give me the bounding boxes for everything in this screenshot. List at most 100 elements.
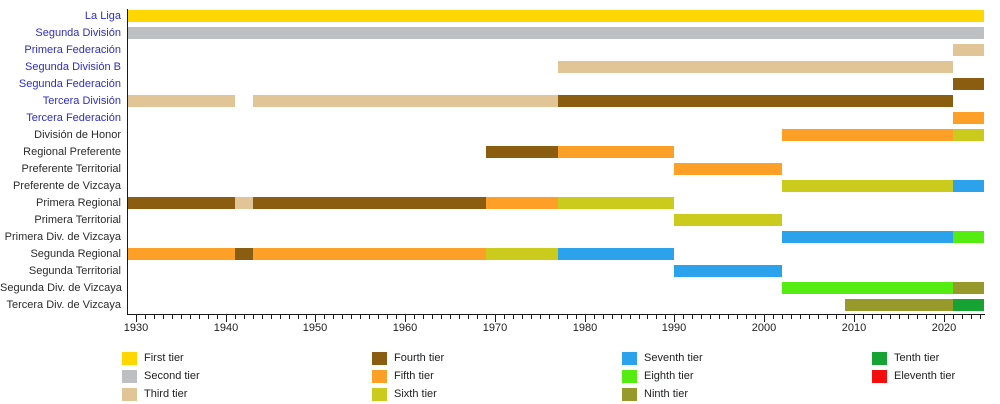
- axis-minor-tick: [360, 315, 361, 319]
- legend-swatch-fifth-tier: [372, 370, 387, 383]
- bar-segment: [127, 10, 984, 22]
- axis-minor-tick: [396, 315, 397, 319]
- axis-minor-tick: [728, 315, 729, 319]
- axis-minor-tick: [719, 315, 720, 319]
- axis-minor-tick: [145, 315, 146, 319]
- axis-minor-tick: [306, 315, 307, 319]
- bar-segment: [127, 197, 235, 209]
- legend-swatch-fourth-tier: [372, 352, 387, 365]
- row-label: Primera Territorial: [34, 214, 121, 226]
- axis-minor-tick: [926, 315, 927, 319]
- axis-minor-tick: [181, 315, 182, 319]
- row-label[interactable]: La Liga: [84, 10, 121, 22]
- axis-minor-tick: [504, 315, 505, 319]
- bar-segment: [782, 231, 953, 243]
- axis-minor-tick: [217, 315, 218, 319]
- bar-segment: [127, 95, 235, 107]
- axis-minor-tick: [665, 315, 666, 319]
- axis-minor-tick: [199, 315, 200, 319]
- axis-tick-label: 1990: [661, 322, 687, 334]
- legend-label: Fifth tier: [394, 370, 434, 382]
- axis-minor-tick: [369, 315, 370, 319]
- axis-minor-tick: [755, 315, 756, 319]
- bar-segment: [485, 146, 558, 158]
- axis-minor-tick: [522, 315, 523, 319]
- bar-segment: [782, 180, 953, 192]
- axis-minor-tick: [953, 315, 954, 319]
- row-label[interactable]: Segunda Federación: [18, 78, 121, 90]
- legend-swatch-third-tier: [122, 388, 137, 401]
- row-label[interactable]: Segunda División B: [24, 61, 121, 73]
- row-label: Tercera Div. de Vizcaya: [6, 299, 121, 311]
- row-label[interactable]: Segunda División: [35, 27, 121, 39]
- axis-minor-tick: [836, 315, 837, 319]
- axis-minor-tick: [351, 315, 352, 319]
- axis-minor-tick: [486, 315, 487, 319]
- bar-segment: [557, 197, 675, 209]
- axis-major-tick: [764, 315, 765, 322]
- legend-label: Sixth tier: [394, 388, 437, 400]
- axis-major-tick: [405, 315, 406, 322]
- axis-major-tick: [585, 315, 586, 322]
- axis-minor-tick: [154, 315, 155, 319]
- bar-segment: [782, 282, 953, 294]
- axis-minor-tick: [621, 315, 622, 319]
- axis-minor-tick: [639, 315, 640, 319]
- legend-swatch-ninth-tier: [622, 388, 637, 401]
- axis-minor-tick: [647, 315, 648, 319]
- axis-tick-label: 1930: [123, 322, 149, 334]
- axis-minor-tick: [450, 315, 451, 319]
- legend-label: First tier: [144, 352, 184, 364]
- axis-minor-tick: [827, 315, 828, 319]
- axis-minor-tick: [710, 315, 711, 319]
- axis-minor-tick: [540, 315, 541, 319]
- axis-minor-tick: [477, 315, 478, 319]
- axis-minor-tick: [594, 315, 595, 319]
- axis-minor-tick: [881, 315, 882, 319]
- bar-segment: [782, 129, 953, 141]
- axis-minor-tick: [441, 315, 442, 319]
- bar-segment: [252, 248, 486, 260]
- axis-tick-label: 1970: [482, 322, 508, 334]
- legend-label: Ninth tier: [644, 388, 689, 400]
- axis-minor-tick: [935, 315, 936, 319]
- bar-segment: [844, 299, 953, 311]
- row-label[interactable]: Tercera Federación: [26, 112, 121, 124]
- legend-swatch-seventh-tier: [622, 352, 637, 365]
- axis-minor-tick: [971, 315, 972, 319]
- axis-minor-tick: [423, 315, 424, 319]
- bar-segment: [557, 61, 953, 73]
- axis-major-tick: [495, 315, 496, 322]
- bar-segment: [252, 95, 558, 107]
- row-label: Segunda Territorial: [28, 265, 121, 277]
- axis-minor-tick: [333, 315, 334, 319]
- axis-minor-tick: [612, 315, 613, 319]
- row-label[interactable]: Primera Federación: [24, 44, 121, 56]
- axis-minor-tick: [791, 315, 792, 319]
- legend-swatch-second-tier: [122, 370, 137, 383]
- row-label: Segunda Regional: [30, 248, 121, 260]
- axis-minor-tick: [773, 315, 774, 319]
- bar-segment: [234, 248, 253, 260]
- bar-segment: [252, 197, 486, 209]
- bar-segment: [127, 248, 235, 260]
- axis-minor-tick: [459, 315, 460, 319]
- x-axis-line: [127, 314, 985, 315]
- row-label: Regional Preferente: [23, 146, 121, 158]
- legend-label: Eighth tier: [644, 370, 694, 382]
- legend-swatch-eleventh-tier: [872, 370, 887, 383]
- bar-segment: [952, 112, 984, 124]
- row-label[interactable]: Tercera División: [42, 95, 121, 107]
- axis-major-tick: [226, 315, 227, 322]
- axis-minor-tick: [872, 315, 873, 319]
- axis-tick-label: 1940: [213, 322, 239, 334]
- axis-major-tick: [315, 315, 316, 322]
- legend-swatch-sixth-tier: [372, 388, 387, 401]
- legend-label: Seventh tier: [644, 352, 703, 364]
- bar-segment: [952, 129, 984, 141]
- legend-label: Second tier: [144, 370, 200, 382]
- bar-segment: [952, 78, 984, 90]
- axis-minor-tick: [746, 315, 747, 319]
- legend-label: Eleventh tier: [894, 370, 956, 382]
- row-label: Preferente Territorial: [21, 163, 121, 175]
